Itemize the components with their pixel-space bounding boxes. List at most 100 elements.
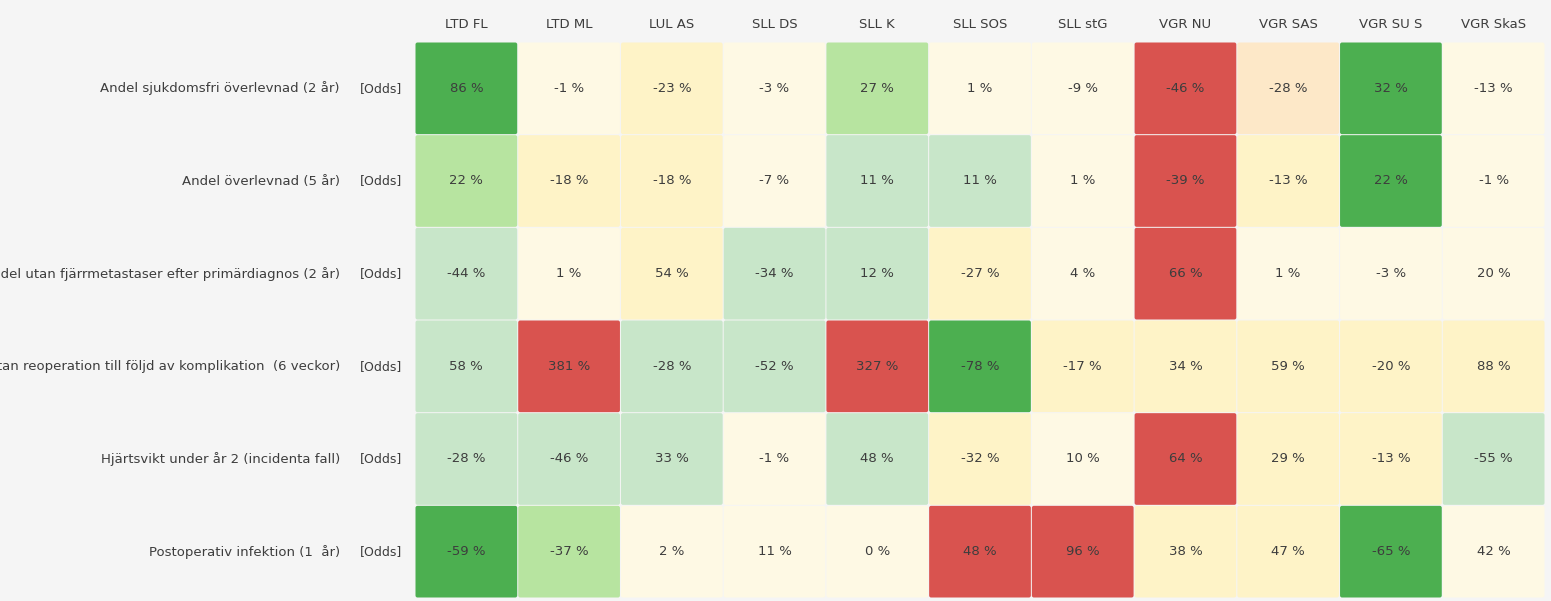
Text: [Odds]: [Odds]	[360, 453, 402, 466]
FancyBboxPatch shape	[1031, 506, 1134, 597]
FancyBboxPatch shape	[827, 413, 927, 505]
FancyBboxPatch shape	[518, 506, 620, 597]
Text: Andel utan fjärrmetastaser efter primärdiagnos (2 år): Andel utan fjärrmetastaser efter primärd…	[0, 267, 340, 281]
Text: 48 %: 48 %	[963, 545, 997, 558]
Text: 38 %: 38 %	[1168, 545, 1202, 558]
FancyBboxPatch shape	[1442, 135, 1545, 227]
Text: -3 %: -3 %	[760, 82, 789, 95]
FancyBboxPatch shape	[518, 135, 620, 227]
FancyBboxPatch shape	[929, 135, 1031, 227]
Text: -1 %: -1 %	[554, 82, 585, 95]
Text: 12 %: 12 %	[861, 267, 895, 280]
Text: 47 %: 47 %	[1272, 545, 1304, 558]
FancyBboxPatch shape	[1031, 43, 1134, 134]
Text: 54 %: 54 %	[655, 267, 689, 280]
Text: -28 %: -28 %	[653, 360, 692, 373]
FancyBboxPatch shape	[1238, 43, 1339, 134]
FancyBboxPatch shape	[929, 506, 1031, 597]
Text: -34 %: -34 %	[755, 267, 794, 280]
Text: [Odds]: [Odds]	[360, 174, 402, 188]
FancyBboxPatch shape	[1135, 43, 1236, 134]
FancyBboxPatch shape	[1238, 320, 1339, 412]
FancyBboxPatch shape	[620, 43, 723, 134]
Text: 0 %: 0 %	[864, 545, 890, 558]
FancyBboxPatch shape	[1135, 413, 1236, 505]
FancyBboxPatch shape	[620, 228, 723, 320]
FancyBboxPatch shape	[620, 135, 723, 227]
FancyBboxPatch shape	[416, 43, 516, 134]
Text: 58 %: 58 %	[450, 360, 484, 373]
Text: 29 %: 29 %	[1272, 453, 1304, 466]
FancyBboxPatch shape	[1442, 506, 1545, 597]
Text: -59 %: -59 %	[447, 545, 485, 558]
Text: -17 %: -17 %	[1064, 360, 1103, 373]
Text: -46 %: -46 %	[551, 453, 588, 466]
FancyBboxPatch shape	[827, 228, 927, 320]
FancyBboxPatch shape	[416, 320, 516, 412]
Text: -28 %: -28 %	[1269, 82, 1307, 95]
Text: VGR SkaS: VGR SkaS	[1461, 19, 1526, 31]
FancyBboxPatch shape	[724, 135, 825, 227]
FancyBboxPatch shape	[1442, 228, 1545, 320]
FancyBboxPatch shape	[518, 228, 620, 320]
FancyBboxPatch shape	[416, 228, 516, 320]
Text: 42 %: 42 %	[1477, 545, 1511, 558]
Text: 1 %: 1 %	[1275, 267, 1301, 280]
Text: -1 %: -1 %	[760, 453, 789, 466]
Text: Postoperativ infektion (1  år): Postoperativ infektion (1 år)	[149, 545, 340, 559]
Text: 27 %: 27 %	[861, 82, 895, 95]
Text: -7 %: -7 %	[760, 174, 789, 188]
FancyBboxPatch shape	[929, 320, 1031, 412]
FancyBboxPatch shape	[827, 506, 927, 597]
FancyBboxPatch shape	[416, 506, 516, 597]
FancyBboxPatch shape	[1238, 228, 1339, 320]
FancyBboxPatch shape	[518, 320, 620, 412]
Text: 381 %: 381 %	[548, 360, 591, 373]
Text: -65 %: -65 %	[1371, 545, 1410, 558]
Text: -18 %: -18 %	[551, 174, 588, 188]
Text: LUL AS: LUL AS	[650, 19, 695, 31]
FancyBboxPatch shape	[1031, 135, 1134, 227]
Text: Andel utan reoperation till följd av komplikation  (6 veckor): Andel utan reoperation till följd av kom…	[0, 360, 340, 373]
Text: -78 %: -78 %	[960, 360, 999, 373]
Text: -13 %: -13 %	[1269, 174, 1307, 188]
Text: 10 %: 10 %	[1066, 453, 1100, 466]
FancyBboxPatch shape	[1135, 320, 1236, 412]
FancyBboxPatch shape	[1340, 135, 1442, 227]
FancyBboxPatch shape	[1442, 320, 1545, 412]
Text: -23 %: -23 %	[653, 82, 692, 95]
FancyBboxPatch shape	[1031, 320, 1134, 412]
Text: -9 %: -9 %	[1067, 82, 1098, 95]
FancyBboxPatch shape	[416, 413, 516, 505]
Text: 48 %: 48 %	[861, 453, 893, 466]
Text: [Odds]: [Odds]	[360, 267, 402, 280]
Text: 1 %: 1 %	[1070, 174, 1095, 188]
Text: LTD ML: LTD ML	[546, 19, 592, 31]
Text: -13 %: -13 %	[1371, 453, 1410, 466]
Text: -13 %: -13 %	[1475, 82, 1512, 95]
Text: -39 %: -39 %	[1166, 174, 1205, 188]
Text: 64 %: 64 %	[1168, 453, 1202, 466]
Text: 11 %: 11 %	[861, 174, 895, 188]
FancyBboxPatch shape	[416, 135, 516, 227]
Text: -46 %: -46 %	[1166, 82, 1205, 95]
FancyBboxPatch shape	[620, 320, 723, 412]
Text: 34 %: 34 %	[1168, 360, 1202, 373]
Text: -28 %: -28 %	[447, 453, 485, 466]
Text: 1 %: 1 %	[968, 82, 993, 95]
FancyBboxPatch shape	[1340, 320, 1442, 412]
FancyBboxPatch shape	[724, 506, 825, 597]
Text: 11 %: 11 %	[757, 545, 791, 558]
Text: VGR SU S: VGR SU S	[1359, 19, 1422, 31]
Text: Hjärtsvikt under år 2 (incidenta fall): Hjärtsvikt under år 2 (incidenta fall)	[101, 452, 340, 466]
FancyBboxPatch shape	[1031, 413, 1134, 505]
FancyBboxPatch shape	[1340, 506, 1442, 597]
FancyBboxPatch shape	[724, 413, 825, 505]
FancyBboxPatch shape	[1135, 506, 1236, 597]
Text: 1 %: 1 %	[557, 267, 582, 280]
Text: 327 %: 327 %	[856, 360, 898, 373]
Text: -18 %: -18 %	[653, 174, 692, 188]
Text: [Odds]: [Odds]	[360, 82, 402, 95]
Text: 20 %: 20 %	[1477, 267, 1511, 280]
FancyBboxPatch shape	[724, 228, 825, 320]
